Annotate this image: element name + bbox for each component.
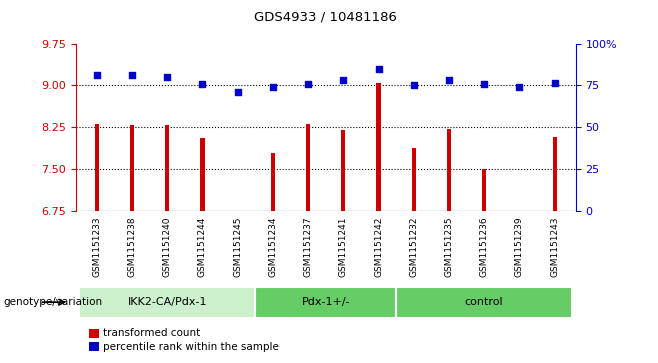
Bar xyxy=(200,138,205,211)
Point xyxy=(409,82,419,88)
Text: GSM1151235: GSM1151235 xyxy=(444,217,453,277)
Text: GSM1151232: GSM1151232 xyxy=(409,217,418,277)
Point xyxy=(91,72,102,78)
Bar xyxy=(271,153,275,211)
Point xyxy=(268,84,278,90)
Text: IKK2-CA/Pdx-1: IKK2-CA/Pdx-1 xyxy=(128,297,207,307)
Bar xyxy=(95,124,99,211)
Bar xyxy=(306,124,310,211)
Text: GSM1151242: GSM1151242 xyxy=(374,217,383,277)
Text: genotype/variation: genotype/variation xyxy=(3,297,103,307)
Text: GSM1151241: GSM1151241 xyxy=(339,217,348,277)
Bar xyxy=(165,125,169,211)
Text: GSM1151243: GSM1151243 xyxy=(550,217,559,277)
Bar xyxy=(255,287,396,318)
Text: GSM1151234: GSM1151234 xyxy=(268,217,278,277)
Text: GSM1151237: GSM1151237 xyxy=(303,217,313,277)
Text: GSM1151236: GSM1151236 xyxy=(480,217,489,277)
Bar xyxy=(236,211,240,213)
Point xyxy=(373,66,384,72)
Bar xyxy=(376,82,380,211)
Bar xyxy=(517,211,522,212)
Bar xyxy=(130,125,134,211)
Text: GSM1151245: GSM1151245 xyxy=(233,217,242,277)
Text: GDS4933 / 10481186: GDS4933 / 10481186 xyxy=(254,11,397,24)
Text: Pdx-1+/-: Pdx-1+/- xyxy=(301,297,350,307)
Bar xyxy=(342,130,345,211)
Bar xyxy=(396,287,572,318)
Point xyxy=(514,84,524,90)
Bar xyxy=(412,148,416,211)
Text: percentile rank within the sample: percentile rank within the sample xyxy=(103,342,279,352)
Point xyxy=(197,81,208,86)
Bar xyxy=(447,129,451,211)
Text: transformed count: transformed count xyxy=(103,328,201,338)
Bar xyxy=(553,136,557,211)
Text: GSM1151233: GSM1151233 xyxy=(92,217,101,277)
Bar xyxy=(79,287,255,318)
Point xyxy=(232,89,243,95)
Point xyxy=(127,72,138,78)
Point xyxy=(443,77,454,83)
Text: control: control xyxy=(465,297,503,307)
Text: GSM1151239: GSM1151239 xyxy=(515,217,524,277)
Point xyxy=(338,77,349,83)
Point xyxy=(479,81,490,86)
Text: GSM1151240: GSM1151240 xyxy=(163,217,172,277)
Point xyxy=(303,81,313,87)
Text: GSM1151238: GSM1151238 xyxy=(128,217,136,277)
Bar xyxy=(482,169,486,211)
Point xyxy=(162,74,172,80)
Point xyxy=(549,79,560,85)
Text: GSM1151244: GSM1151244 xyxy=(198,217,207,277)
